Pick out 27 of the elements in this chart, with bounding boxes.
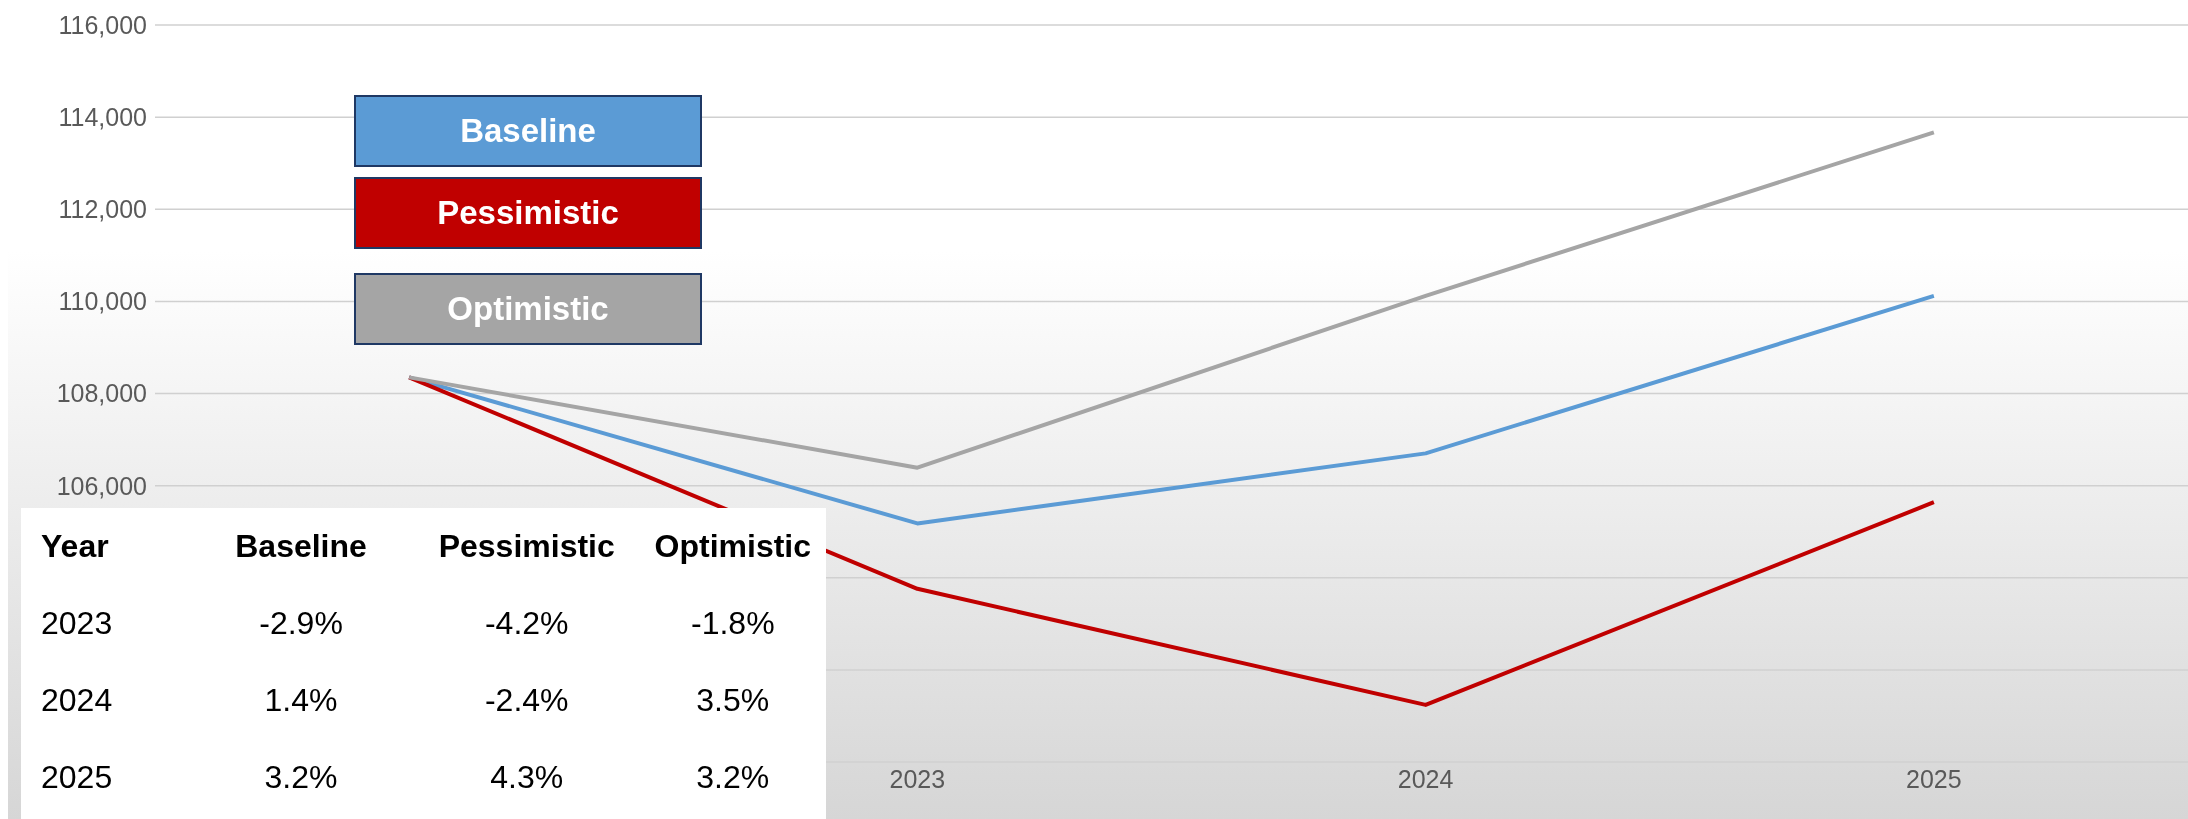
y-tick-label: 112,000 [58,195,147,224]
annotation: -2.9% [258,605,344,642]
x-tick-label: 2025 [1906,764,1962,793]
annotation: 3.5% [695,682,771,719]
annotation: Baseline [234,528,368,565]
y-tick-label: 110,000 [58,287,147,316]
y-tick-label: 114,000 [58,103,147,131]
annotation: 3.2% [263,759,339,796]
legend-box: Baseline [354,95,702,167]
y-tick-label: 116,000 [58,10,147,39]
x-tick-label: 2023 [889,764,946,793]
legend-box: Pessimistic [354,177,702,249]
legend-box: Optimistic [354,273,702,345]
annotation: -4.2% [483,605,570,642]
annotation: Pessimistic [437,528,616,565]
annotation: -1.8% [690,605,776,642]
annotation: 3.2% [695,759,771,796]
text: 2024 [41,682,114,719]
annotation: -2.4% [483,682,570,719]
y-tick-label: 106,000 [56,471,147,500]
x-tick-label: 2024 [1397,764,1454,793]
text: 2023 [41,605,114,642]
annotation: Optimistic [653,528,812,565]
text: Year [41,528,110,565]
annotation: 4.3% [489,759,565,796]
annotation: 1.4% [263,682,339,719]
y-tick-label: 108,000 [56,379,147,408]
